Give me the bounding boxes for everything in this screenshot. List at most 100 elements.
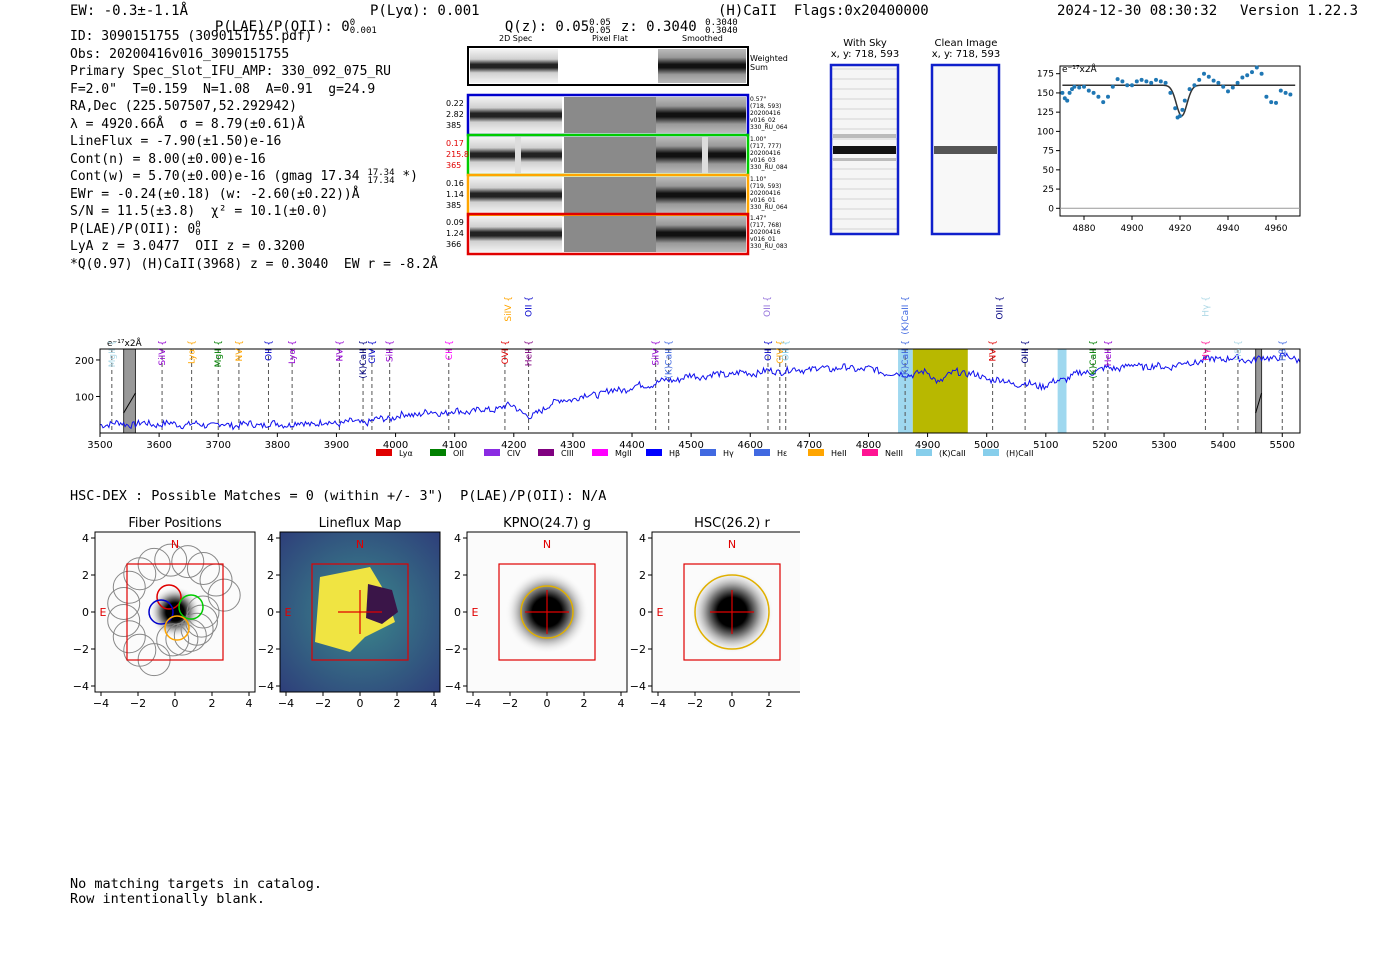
legend-item: Hβ: [646, 449, 680, 458]
fiber-circle: [165, 622, 199, 656]
info-lambda: λ = 4920.66Å σ = 8.79(±0.61)Å: [70, 116, 305, 132]
zoom-data-point: [1154, 77, 1158, 82]
stamp-ytick-label: −2: [630, 643, 646, 656]
zoom-data-point: [1101, 100, 1106, 105]
with-sky-title: With Sky x, y: 718, 593: [830, 38, 900, 60]
zoom-ytick-label: 50: [1043, 166, 1055, 176]
aperture-ellipse: [694, 574, 770, 650]
spectrum-line-label: MgII {: [214, 340, 224, 367]
east-label: E: [100, 606, 107, 619]
zoom-data-point: [1278, 88, 1283, 93]
stamp-ytick-label: 0: [454, 606, 461, 619]
stamp-xtick-label: 2: [394, 697, 401, 710]
spectrum-xtick-label: 5300: [1151, 440, 1176, 451]
stamp-ytick-label: 2: [639, 569, 646, 582]
legend-swatch: [646, 449, 662, 456]
fiber-circle: [184, 604, 218, 638]
stamp-xtick-label: 4: [246, 697, 253, 710]
weighted-sum-label: Weighted Sum: [750, 54, 788, 72]
stamp-ytick-label: −4: [258, 680, 274, 693]
info-lya: LyA z = 3.0477 OII z = 0.3200: [70, 239, 305, 254]
footer-line-2: Row intentionally blank.: [70, 891, 266, 907]
stamp-ytick-label: 4: [267, 532, 274, 545]
fiber-circle: [156, 623, 190, 657]
spectrum-xtick-label: 3600: [146, 440, 171, 451]
east-label: E: [285, 606, 292, 619]
cutout-images: [466, 46, 750, 256]
spectrum-ytick-label: 200: [75, 356, 94, 367]
cutout-row-stats: 0.09 1.24 366: [446, 218, 464, 249]
stamp-ytick-label: 2: [267, 569, 274, 582]
zoom-data-point: [1211, 78, 1216, 83]
info-q: *Q(0.97) (H)CaII(3968) z = 0.3040 EW r =…: [70, 256, 438, 272]
spectrum-xtick-label: 5400: [1210, 440, 1235, 451]
stamp-ytick-label: −4: [445, 680, 461, 693]
legend-label: (H)CaII: [1006, 449, 1033, 458]
detection-info: ID: 3090151755 (3090151755.pdf) Obs: 202…: [70, 28, 438, 273]
fiber-highlight: [148, 599, 174, 625]
spectrum-line-label: NV {: [235, 340, 245, 361]
info-radec: RA,Dec (225.507507,52.292942): [70, 99, 297, 114]
stamp-xtick-label: −4: [650, 697, 666, 710]
spectrum-line-label: MgII {: [108, 340, 118, 367]
legend-label: HeII: [831, 449, 847, 458]
zoom-data-point: [1274, 100, 1278, 105]
spectrum-xtick-label: 3700: [206, 440, 231, 451]
legend-item: OII: [430, 449, 464, 458]
legend-swatch: [484, 449, 500, 456]
zoom-data-point: [1221, 84, 1226, 89]
spectrum-line-label: Lyα {: [288, 340, 298, 364]
stamp-xtick-label: −2: [130, 697, 146, 710]
zoom-data-point: [1259, 71, 1264, 76]
legend-item: Hγ: [700, 449, 734, 458]
zoom-data-point: [1173, 106, 1178, 111]
header-version: Version 1.22.3: [1240, 3, 1359, 19]
spectrum-line-label: OII {: [763, 296, 773, 317]
spectrum-line-label: Hδ {: [1234, 340, 1244, 361]
cutout-row-1: [466, 93, 750, 137]
zoom-xtick-label: 4880: [1073, 224, 1096, 232]
spectrum-line-label: OII {: [764, 340, 774, 361]
spectrum-line-label: SiIV {: [652, 340, 662, 366]
search-box: [683, 563, 781, 661]
legend-label: CIII: [561, 449, 574, 458]
zoom-data-point: [1106, 94, 1110, 99]
north-label: N: [171, 538, 179, 551]
stamp-xtick-label: −4: [278, 697, 294, 710]
zoom-ytick-label: 125: [1037, 108, 1054, 118]
cutout-row-stats: 0.16 1.14 385: [446, 179, 464, 210]
zoom-data-point: [1283, 90, 1288, 95]
spectrum-xtick-label: 3900: [324, 440, 349, 451]
zoom-data-point: [1192, 83, 1197, 88]
stamp-2: Lineflux Map N E 4 2 0 −2 −4 −4 −2 0 2 4 s/b: 9.55 +/…: [258, 516, 441, 710]
zoom-ytick-label: 75: [1043, 147, 1054, 157]
zoom-data-point: [1067, 90, 1072, 95]
spectrum-line-label: HeII {: [1104, 340, 1114, 366]
zoom-data-point: [1082, 84, 1086, 89]
stamp-1: Fiber Positions N E 4 2 0 −2 −4 −4 −2 0 2 4 arcsecs: [73, 516, 256, 710]
spectrum-xtick-label: 4000: [383, 440, 408, 451]
footer-line-1: No matching targets in catalog.: [70, 876, 322, 892]
stamp-xtick-label: 4: [618, 697, 625, 710]
stamp-xtick-label: 0: [729, 697, 736, 710]
spectrum-line-label: HeII {: [525, 340, 535, 366]
east-label: E: [472, 606, 479, 619]
stamp-ytick-label: −2: [258, 643, 274, 656]
spectrum-xtick-label: 4800: [856, 440, 881, 451]
zoom-data-point: [1144, 79, 1149, 84]
legend-label: NeIII: [885, 449, 903, 458]
zoom-model-line: [1062, 84, 1296, 117]
lineflux-hole: [366, 584, 398, 624]
zoom-data-point: [1120, 79, 1125, 84]
zoom-data-point: [1158, 79, 1163, 84]
spectrum-line-label: Hγ {: [1201, 296, 1211, 317]
zoom-data-point: [1110, 84, 1115, 89]
east-label: E: [657, 606, 664, 619]
legend-swatch: [754, 449, 770, 456]
spectrum-frame: [99, 348, 1301, 434]
info-id: ID: 3090151755 (3090151755.pdf): [70, 29, 313, 44]
stamp-ytick-label: 0: [267, 606, 274, 619]
legend-swatch: [430, 449, 446, 456]
zoom-data-point: [1115, 77, 1120, 82]
search-box: [311, 563, 409, 661]
